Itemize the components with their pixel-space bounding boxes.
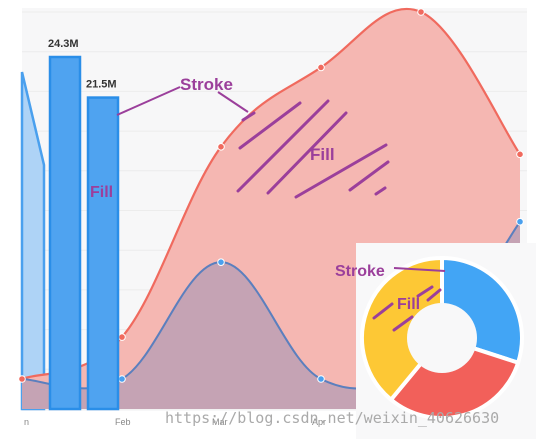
donut-card bbox=[356, 243, 536, 439]
x-tick-label: Feb bbox=[115, 417, 131, 427]
annotation-label: Fill bbox=[90, 184, 113, 201]
stroke-pointer-line bbox=[116, 86, 181, 116]
bar-value-label: 24.3M bbox=[48, 38, 79, 50]
x-tick-label: Mar bbox=[212, 417, 228, 427]
red-point bbox=[217, 143, 225, 151]
purple-point bbox=[317, 375, 325, 383]
bar-series: 24.3M 21.5M bbox=[48, 38, 120, 411]
red-point bbox=[18, 375, 26, 383]
red-point bbox=[417, 8, 425, 16]
purple-point bbox=[118, 375, 126, 383]
annotation-label: Stroke bbox=[335, 263, 385, 280]
red-point bbox=[317, 63, 325, 72]
bar-value-label: 21.5M bbox=[86, 79, 117, 91]
annotations: Stroke Fill Fill Stroke Fill bbox=[90, 75, 420, 313]
annotation-label: Fill bbox=[397, 296, 420, 313]
stroke-pointer-line-2 bbox=[217, 91, 249, 113]
watermark-text: https://blog.csdn.net/weixin_40626630 bbox=[165, 409, 499, 427]
donut-slice bbox=[388, 335, 521, 420]
x-tick-label: n bbox=[24, 417, 29, 427]
red-point bbox=[516, 150, 524, 159]
donut-hole bbox=[407, 303, 477, 373]
red-point bbox=[118, 333, 126, 341]
hatch-marks-donut bbox=[372, 285, 442, 332]
hatch-marks-area bbox=[236, 99, 390, 199]
bar bbox=[48, 55, 82, 411]
annotation-label: Fill bbox=[310, 145, 335, 164]
annotation-label: Stroke bbox=[180, 75, 233, 94]
bar bbox=[86, 96, 120, 411]
donut-stroke-pointer bbox=[393, 267, 446, 272]
purple-point bbox=[516, 217, 524, 226]
x-tick-label: Apr bbox=[312, 417, 326, 427]
data-points bbox=[18, 8, 524, 383]
purple-point bbox=[217, 258, 225, 266]
x-axis-ticks: n Feb Mar Apr bbox=[24, 417, 326, 427]
